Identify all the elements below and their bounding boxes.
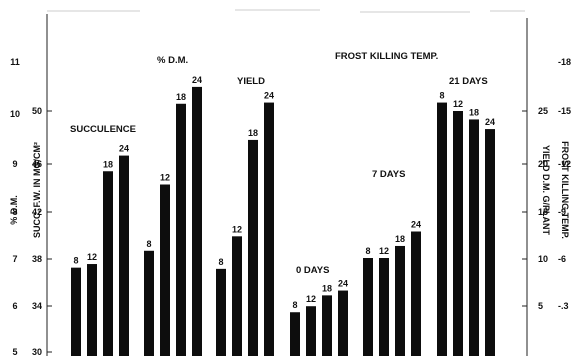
bar-label: 12 (379, 246, 389, 256)
bar-label: 18 (395, 234, 405, 244)
left-outer-tick-label: 10 (10, 109, 20, 119)
group-label-dm: % D.M. (157, 55, 188, 66)
right-outer-tick-label: -15 (558, 106, 571, 116)
group-label-7-days: 7 DAYS (372, 169, 405, 180)
left-outer-tick-label: 7 (12, 254, 17, 264)
bar (338, 290, 348, 356)
bar-label: 8 (292, 300, 297, 310)
bar-label: 24 (192, 75, 202, 85)
bar-label: 24 (411, 220, 421, 230)
bar (264, 102, 274, 356)
bar (363, 258, 373, 356)
bar (290, 312, 300, 356)
left-inner-tick-label: 50 (32, 106, 42, 116)
bar (192, 86, 202, 356)
left-inner-axis-title: SUCC. F.W. IN MG/CM² (32, 142, 42, 238)
group-label-succulence: SUCCULENCE (70, 124, 136, 135)
left-outer-axis-title: % D.M. (9, 195, 19, 225)
bar-label: 24 (119, 144, 129, 154)
bar-label: 12 (306, 294, 316, 304)
right-outer-tick-label: -9 (558, 207, 566, 217)
bar-label: 24 (264, 91, 274, 101)
bar (485, 129, 495, 356)
left-inner-tick-label: 46 (32, 159, 42, 169)
right-inner-tick-label: 15 (538, 207, 548, 217)
bar-label: 18 (248, 128, 258, 138)
bar-label: 8 (365, 246, 370, 256)
group-label-21-days: 21 DAYS (449, 76, 488, 87)
bar-label: 12 (160, 173, 170, 183)
right-inner-axis-title: YIELD D.M. G/PLANT (541, 145, 551, 236)
left-inner-tick-label: 34 (32, 301, 42, 311)
left-outer-tick-label: 9 (12, 159, 17, 169)
bar (103, 171, 113, 356)
bar-label: 12 (232, 224, 242, 234)
right-outer-tick-label: -.3 (558, 301, 569, 311)
bar-label: 18 (176, 92, 186, 102)
bar-label: 12 (87, 252, 97, 262)
bar-label: 8 (218, 257, 223, 267)
right-outer-tick-label: -12 (558, 159, 571, 169)
bar-label: 24 (485, 117, 495, 127)
bar (411, 231, 421, 356)
bar (469, 119, 479, 356)
left-outer-tick-label: 5 (12, 347, 17, 356)
bar-label: 18 (469, 107, 479, 117)
right-inner-tick-label: 5 (538, 301, 543, 311)
bar (379, 258, 389, 356)
bar-label: 12 (453, 99, 463, 109)
bar-label: 8 (146, 239, 151, 249)
left-inner-tick-label: 30 (32, 347, 42, 356)
bar (144, 250, 154, 356)
bar (453, 111, 463, 356)
chart-title: FROST KILLING TEMP. (335, 51, 438, 62)
right-outer-tick-label: -18 (558, 57, 571, 67)
bar (437, 102, 447, 356)
bar (306, 306, 316, 356)
bar-label: 24 (338, 279, 348, 289)
top-border (47, 9, 525, 13)
axis-ticks: 5 6 7 8 9 10 11 30 34 38 42 46 50 5 10 15 20 25 -.3 -6 -9 -12… (10, 57, 571, 356)
bar-label: 18 (322, 283, 332, 293)
left-outer-tick-label: 11 (10, 57, 20, 67)
bar-label: 18 (103, 159, 113, 169)
bar (87, 264, 97, 356)
right-outer-tick-label: -6 (558, 254, 566, 264)
right-inner-tick-label: 10 (538, 254, 548, 264)
left-outer-tick-label: 8 (12, 207, 17, 217)
bar-label: 8 (439, 91, 444, 101)
bar (248, 139, 258, 356)
bar (176, 103, 186, 356)
bar (160, 184, 170, 356)
right-inner-tick-label: 25 (538, 106, 548, 116)
left-outer-tick-label: 6 (12, 301, 17, 311)
bar (395, 245, 405, 356)
left-inner-tick-label: 38 (32, 254, 42, 264)
right-inner-tick-label: 20 (538, 159, 548, 169)
bar (71, 267, 81, 356)
bar-label: 8 (73, 256, 78, 266)
left-inner-tick-label: 42 (32, 207, 42, 217)
group-label-0-days: 0 DAYS (296, 265, 329, 276)
right-outer-axis-title: FROST KILLING TEMP. (560, 141, 570, 239)
bar (232, 236, 242, 356)
bars (71, 86, 495, 356)
bar (322, 295, 332, 356)
bar (119, 155, 129, 356)
bar (216, 268, 226, 356)
bar-labels: 8 12 18 24 8 12 18 24 8 12 18 24 8 12 18 24 8 12 18 24 8 12 18… (73, 75, 495, 310)
group-label-yield: YIELD (237, 76, 265, 87)
